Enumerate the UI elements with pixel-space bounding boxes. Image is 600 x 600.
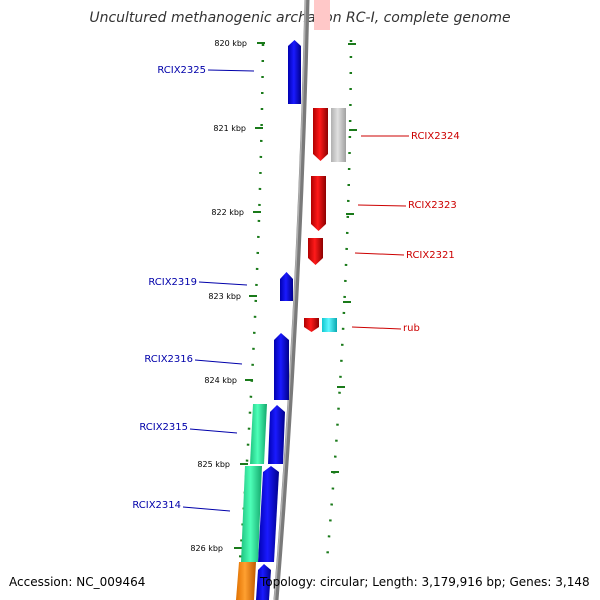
gene-RCIX2324[interactable]	[313, 108, 328, 161]
leader-line-RCIX2314	[182, 506, 231, 512]
inner-dotted-track	[238, 43, 265, 561]
gene-label-RCIX2315[interactable]: RCIX2315	[139, 422, 188, 433]
gene-label-RCIX2323[interactable]: RCIX2323	[408, 200, 457, 211]
scale-label-826: 826 kbp	[190, 544, 223, 553]
gene-RCIX2319[interactable]	[280, 272, 293, 301]
gene-RCIX2321[interactable]	[308, 238, 323, 265]
scale-label-823: 823 kbp	[208, 292, 241, 301]
gene-partial-bottom[interactable]	[256, 564, 271, 600]
scale-label-822: 822 kbp	[211, 208, 244, 217]
genome-backbone	[273, 0, 310, 600]
gene-label-rub[interactable]: rub	[403, 323, 420, 334]
scale-tick-marks	[234, 42, 357, 549]
gene-label-RCIX2319[interactable]: RCIX2319	[148, 277, 197, 288]
leader-line-rub	[351, 326, 402, 330]
gene-RCIX2325[interactable]	[288, 40, 301, 104]
gene-RCIX2323[interactable]	[311, 176, 326, 231]
leader-line-RCIX2323	[357, 204, 407, 207]
outer-dotted-track	[325, 39, 353, 561]
leader-line-RCIX2321	[354, 252, 405, 256]
scale-label-820: 820 kbp	[214, 39, 247, 48]
topology-text: Topology: circular; Length: 3,179,916 bp…	[260, 575, 590, 589]
feature-orange-bottom[interactable]	[236, 562, 256, 600]
feature-grey-RCIX2324[interactable]	[331, 108, 346, 162]
feature-green-RCIX2314[interactable]	[241, 466, 262, 562]
gene-label-RCIX2324[interactable]: RCIX2324	[411, 131, 460, 142]
feature-cyan-rub[interactable]	[322, 318, 337, 332]
gene-label-RCIX2321[interactable]: RCIX2321	[406, 250, 455, 261]
scale-label-825: 825 kbp	[197, 460, 230, 469]
gene-RCIX2315[interactable]	[268, 405, 285, 464]
leader-line-RCIX2315	[189, 428, 238, 434]
gene-RCIX2314[interactable]	[258, 466, 279, 562]
feature-green-RCIX2315[interactable]	[250, 404, 267, 464]
leader-line-RCIX2319	[198, 281, 248, 286]
gene-RCIX2316[interactable]	[274, 333, 289, 400]
scale-label-821: 821 kbp	[213, 124, 246, 133]
leader-line-RCIX2325	[207, 69, 255, 72]
leader-line-RCIX2316	[194, 359, 243, 365]
map-title: Uncultured methanogenic archaeon RC-I, c…	[89, 10, 511, 26]
genome-backbone-highlight	[273, 0, 307, 600]
gene-rub[interactable]	[304, 318, 319, 332]
gene-label-RCIX2316[interactable]: RCIX2316	[144, 354, 193, 365]
scale-label-824: 824 kbp	[204, 376, 237, 385]
partial-feature-top	[314, 0, 330, 30]
gene-label-RCIX2314[interactable]: RCIX2314	[132, 500, 181, 511]
accession-text: Accession: NC_009464	[9, 575, 146, 589]
gene-label-RCIX2325[interactable]: RCIX2325	[157, 65, 206, 76]
